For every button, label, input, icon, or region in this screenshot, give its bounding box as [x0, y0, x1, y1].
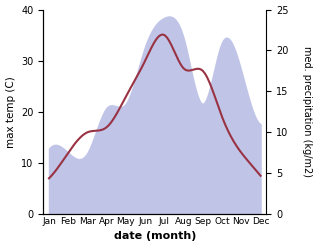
X-axis label: date (month): date (month)	[114, 231, 196, 242]
Y-axis label: max temp (C): max temp (C)	[5, 76, 16, 148]
Y-axis label: med. precipitation (kg/m2): med. precipitation (kg/m2)	[302, 46, 313, 177]
